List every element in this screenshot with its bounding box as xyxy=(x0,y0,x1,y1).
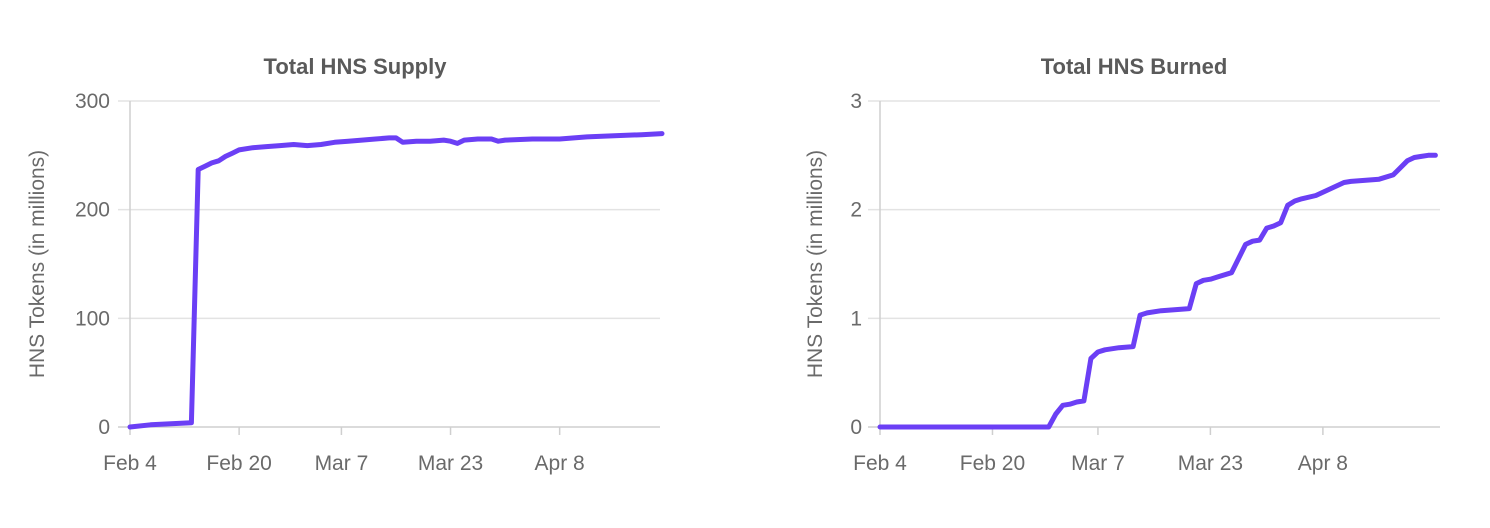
series-line xyxy=(127,131,665,430)
x-tick-label: Apr 8 xyxy=(1298,452,1348,475)
x-tick-label: Mar 23 xyxy=(418,452,483,475)
y-tick-label: 300 xyxy=(75,90,110,113)
x-tick-label: Feb 4 xyxy=(103,452,157,475)
chart-title: Total HNS Burned xyxy=(1041,54,1228,79)
x-tick-label: Feb 20 xyxy=(960,452,1025,475)
chart-title: Total HNS Supply xyxy=(264,54,448,79)
x-tick-label: Mar 7 xyxy=(315,452,369,475)
y-tick-label: 0 xyxy=(98,416,110,439)
y-tick-label: 0 xyxy=(850,416,862,439)
x-tick-label: Feb 20 xyxy=(206,452,271,475)
x-tick-label: Mar 23 xyxy=(1178,452,1243,475)
y-tick-label: 2 xyxy=(850,199,862,222)
chart-2: Total HNS Burned HNS Tokens (in millions)… xyxy=(804,54,1440,475)
x-tick-label: Mar 7 xyxy=(1071,452,1125,475)
y-axis-label: HNS Tokens (in millions) xyxy=(804,150,827,378)
y-tick-label: 3 xyxy=(850,90,862,113)
x-tick-label: Feb 4 xyxy=(853,452,907,475)
y-tick-label: 1 xyxy=(850,307,862,330)
series-line xyxy=(877,152,1438,430)
chart-1: Total HNS Supply HNS Tokens (in millions)… xyxy=(26,54,665,475)
x-tick-label: Apr 8 xyxy=(535,452,585,475)
y-axis-label: HNS Tokens (in millions) xyxy=(26,150,49,378)
y-tick-label: 100 xyxy=(75,307,110,330)
y-tick-label: 200 xyxy=(75,199,110,222)
